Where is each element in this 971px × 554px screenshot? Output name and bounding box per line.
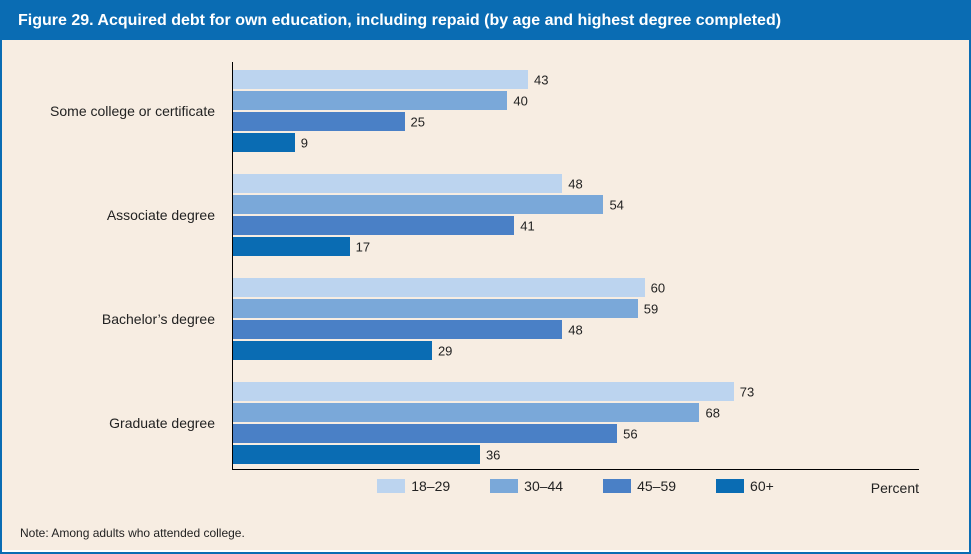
legend-item: 45–59 [603,478,676,494]
figure-note: Note: Among adults who attended college. [20,526,245,540]
bar: 25 [233,112,405,131]
bar-value-label: 48 [562,176,582,191]
legend-label: 18–29 [411,478,450,494]
bar: 9 [233,133,295,152]
bar-value-label: 25 [405,114,425,129]
legend-swatch [716,479,744,493]
legend-item: 30–44 [490,478,563,494]
bar-value-label: 73 [734,384,754,399]
figure-container: Figure 29. Acquired debt for own educati… [0,0,971,554]
bar-value-label: 48 [562,322,582,337]
legend-label: 30–44 [524,478,563,494]
bar-value-label: 40 [507,93,527,108]
bar-value-label: 68 [699,405,719,420]
legend-swatch [603,479,631,493]
bar-value-label: 54 [603,197,623,212]
bar-value-label: 59 [638,301,658,316]
bar: 54 [233,195,603,214]
category-group: Some college or certificate4340259 [233,70,919,152]
legend-item: 60+ [716,478,774,494]
bar-value-label: 17 [350,239,370,254]
bar: 36 [233,445,480,464]
plot-region: Percent 18–2930–4445–5960+ Some college … [232,62,919,470]
legend-swatch [377,479,405,493]
bar-value-label: 36 [480,447,500,462]
legend: 18–29 30–44 45–59 60+ [232,474,919,498]
figure-title: Figure 29. Acquired debt for own educati… [2,2,969,40]
bar-value-label: 9 [295,135,308,150]
bar: 56 [233,424,617,443]
category-group: Graduate degree73685636 [233,382,919,464]
bar: 29 [233,341,432,360]
bar: 48 [233,174,562,193]
legend-label: 45–59 [637,478,676,494]
category-group: Bachelor’s degree60594829 [233,278,919,360]
bar: 68 [233,403,699,422]
legend-item: 18–29 [377,478,450,494]
bar: 40 [233,91,507,110]
category-label: Bachelor’s degree [13,311,233,327]
bar: 59 [233,299,638,318]
bar: 17 [233,237,350,256]
legend-label: 60+ [750,478,774,494]
category-group: Associate degree48544117 [233,174,919,256]
category-label: Graduate degree [13,415,233,431]
bar: 48 [233,320,562,339]
bar: 60 [233,278,645,297]
bar: 43 [233,70,528,89]
bar-value-label: 41 [514,218,534,233]
bar-value-label: 29 [432,343,452,358]
bar-value-label: 43 [528,72,548,87]
x-axis-line [232,469,919,470]
legend-swatch [490,479,518,493]
chart-area: Percent 18–2930–4445–5960+ Some college … [2,40,969,550]
bar: 73 [233,382,734,401]
bar: 41 [233,216,514,235]
bar-value-label: 60 [645,280,665,295]
bar-value-label: 56 [617,426,637,441]
category-label: Associate degree [13,207,233,223]
category-label: Some college or certificate [13,103,233,119]
